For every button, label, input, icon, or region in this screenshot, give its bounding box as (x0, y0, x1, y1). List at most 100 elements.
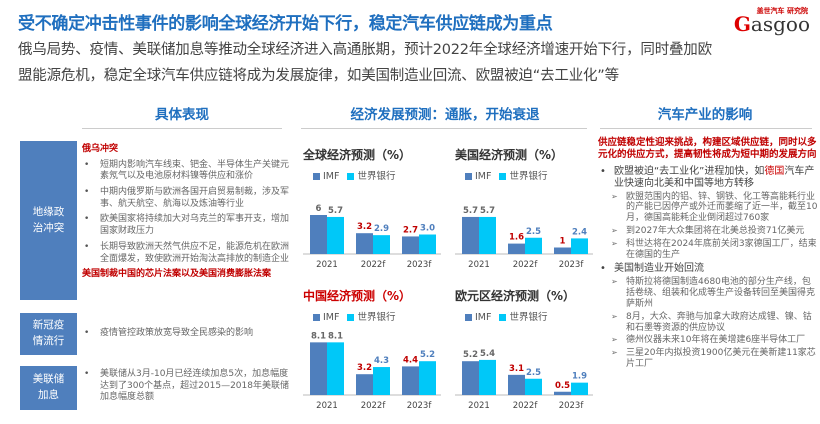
subhead-us-sanctions: 美国制裁中国的芯片法案以及美国消费膨胀法案 (82, 269, 272, 280)
bar-worldbank (525, 378, 542, 395)
chart-title: 中国经济预测（%） (303, 289, 412, 303)
highlight-germany: 德国 (764, 165, 785, 177)
data-label: 2.9 (374, 224, 389, 234)
legend-swatch (313, 314, 320, 321)
x-tick-label: 2023f (407, 260, 433, 270)
data-label: 3.2 (357, 363, 372, 373)
data-label: 5.4 (480, 349, 495, 359)
chart-title: 全球经济预测（%） (303, 148, 412, 162)
data-label: 5.2 (463, 350, 478, 360)
x-tick-label: 2021 (468, 401, 490, 411)
list-item: 欧美国家将持续加大对乌克兰的军事开支，增加国家财政压力 (82, 214, 290, 237)
sub-item: 8月，大众、奔驰与加拿大政府达成锂、镍、钴和石墨等资源的供应协议 (598, 312, 818, 334)
data-label: 2.5 (526, 227, 541, 237)
data-label: 1.9 (572, 372, 587, 382)
legend-label: IMF (323, 171, 340, 182)
gasgoo-logo: 盖世汽车 研究院 Gasgoo (733, 7, 810, 36)
chart-legend: IMF 世界银行 (465, 309, 555, 323)
chart-global: 全球经济预测（%） IMF 世界银行 6 5.7 2021 3.2 2.9 2022f 2.7 3.… (303, 146, 443, 276)
legend-label: IMF (475, 171, 492, 182)
middle-heading: 经济发展预测：通胀，开始衰退 (350, 107, 540, 123)
chart-legend: IMF 世界银行 (313, 309, 403, 323)
data-label: 8.1 (311, 331, 326, 341)
legend-swatch (313, 173, 320, 180)
bar-imf (508, 374, 525, 395)
bar-worldbank (373, 367, 390, 395)
chart-title: 美国经济预测（%） (455, 148, 564, 162)
data-label: 4.3 (374, 356, 389, 366)
covid-content: 疫情管控政策放宽导致全民感染的影响 (82, 328, 290, 344)
legend-label: 世界银行 (357, 312, 396, 323)
bar-imf (402, 236, 419, 254)
x-tick-label: 2023f (559, 401, 585, 411)
right-divider (600, 128, 812, 129)
legend-swatch (465, 173, 472, 180)
chart-legend: IMF 世界银行 (465, 168, 555, 182)
right-intro: 供应链稳定性迎来挑战，构建区域供应链，同时以多元化的供应方式，提高韧性将成为短中… (598, 137, 817, 161)
bar-imf (462, 216, 479, 254)
list-item: 长期导致欧洲天然气供应不足，能源危机在欧洲全面爆发，致使欧洲开始淘汰高排放的制造… (82, 242, 290, 265)
subtitle-line-2: 盟能源危机，稳定全球汽车供应链将成为发展旋律，如美国制造业回流、欧盟被迫“去工业… (18, 68, 619, 84)
middle-divider (301, 128, 587, 129)
geopolitics-content: 俄乌冲突 短期内影响汽车线束、钯金、半导体生产关键元素氖气以及电池原材料镍等供应… (82, 144, 290, 281)
bar-imf (310, 215, 327, 254)
bar-imf (356, 233, 373, 254)
page-title: 受不确定冲击性事件的影响全球经济开始下行，稳定汽车供应链成为重点 (18, 14, 553, 34)
legend-label: 世界银行 (509, 171, 548, 182)
bar-worldbank (479, 359, 496, 395)
data-label: 5.7 (328, 206, 343, 216)
legend-swatch (465, 314, 472, 321)
label-geopolitics: 地缘政治冲突 (20, 141, 77, 300)
bar-imf (554, 391, 571, 395)
data-label: 2.4 (572, 227, 587, 237)
subhead-russia-ukraine: 俄乌冲突 (82, 144, 119, 154)
chart-us: 美国经济预测（%） IMF 世界银行 5.7 5.7 2021 1.6 2.5 2022f 1 2.… (455, 146, 595, 276)
bullet-text: 欧盟被迫“去工业化”进程加快，如 (614, 165, 765, 177)
x-tick-label: 2023f (559, 260, 585, 270)
bar-imf (402, 366, 419, 395)
fed-content: 美联储从3月-10月已经连续加息5次，加息幅度达到了300个基点，超过2015—… (82, 369, 290, 408)
bar-imf (508, 243, 525, 254)
bar-worldbank (327, 216, 344, 254)
left-heading: 具体表现 (155, 107, 209, 123)
chart-legend: IMF 世界银行 (313, 168, 403, 182)
chart-title: 欧元区经济预测（%） (455, 289, 576, 303)
x-tick-label: 2022f (361, 401, 387, 411)
data-label: 3.1 (509, 364, 524, 374)
bullet-text: 汽车产业快速向北美和中国等地方转移 (614, 165, 815, 189)
label-covid: 新冠疫情流行 (20, 313, 77, 355)
data-label: 4.4 (403, 355, 418, 365)
sub-item: 德州仪器未来10年将在美增建6座半导体工厂 (598, 335, 818, 346)
bar-worldbank (571, 382, 588, 395)
list-item: 美联储从3月-10月已经连续加息5次，加息幅度达到了300个基点，超过2015—… (82, 369, 290, 404)
legend-label: 世界银行 (509, 312, 548, 323)
legend-label: IMF (323, 312, 340, 323)
bar-worldbank (479, 216, 496, 254)
list-item: 短期内影响汽车线束、钯金、半导体生产关键元素氖气以及电池原材料镍等供应和涨价 (82, 160, 290, 183)
legend-swatch (499, 173, 507, 180)
subtitle-line-1: 俄乌局势、疫情、美联储加息等推动全球经济进入高通胀期，预计2022年全球经济增速… (18, 42, 712, 58)
label-fed-hike: 美联储加息 (20, 366, 77, 410)
legend-label: 世界银行 (357, 171, 396, 182)
data-label: 1 (560, 237, 566, 247)
left-divider (82, 128, 282, 129)
data-label: 3.0 (420, 224, 435, 234)
chart-china: 中国经济预测（%） IMF 世界银行 8.1 8.1 2021 3.2 4.3 2022f 4.4… (303, 287, 443, 417)
legend-swatch (499, 314, 507, 321)
bar-worldbank (419, 234, 436, 254)
data-label: 2.5 (526, 368, 541, 378)
sub-item: 三星20年内拟投资1900亿美元在美新建11家芯片工厂 (598, 348, 818, 370)
list-item: 疫情管控政策放宽导致全民感染的影响 (82, 328, 290, 340)
data-label: 6 (316, 204, 322, 214)
bar-worldbank (419, 361, 436, 395)
sub-item: 特斯拉将德国制造4680电池的部分生产线，包括卷绕、组装和化成等生产设备转回至美… (598, 277, 818, 309)
sub-item: 科世达将在2024年底前关闭3家德国工厂，结束在德国的生产 (598, 239, 818, 261)
bar-worldbank (327, 342, 344, 395)
bullet-eu-deindustrialization: 欧盟被迫“去工业化”进程加快，如德国汽车产业快速向北美和中国等地方转移 (598, 166, 818, 190)
x-tick-label: 2022f (513, 260, 539, 270)
bullet-us-reshoring: 美国制造业开始回流 (598, 263, 818, 275)
legend-label: IMF (475, 312, 492, 323)
x-tick-label: 2021 (316, 260, 338, 270)
bar-imf (462, 361, 479, 395)
bar-worldbank (525, 237, 542, 254)
